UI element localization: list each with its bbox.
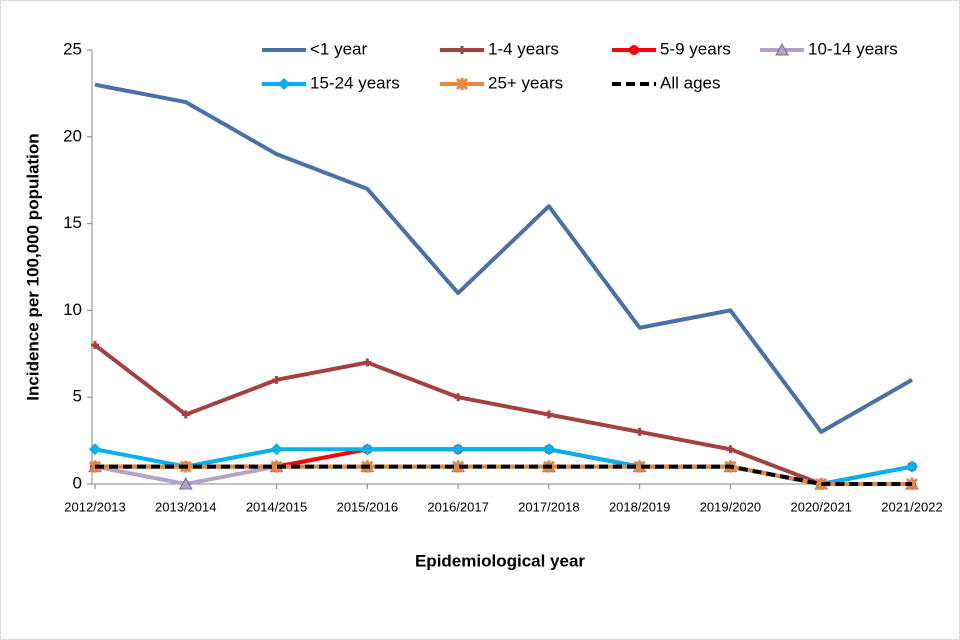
series bbox=[94, 82, 913, 434]
x-tick-label: 2019/2020 bbox=[700, 499, 761, 514]
x-tick-label: 2012/2013 bbox=[64, 499, 125, 514]
marker bbox=[270, 460, 283, 473]
marker bbox=[633, 460, 646, 473]
legend-item: All ages bbox=[612, 73, 720, 92]
legend-label: 10-14 years bbox=[808, 39, 898, 58]
legend-label: 15-24 years bbox=[310, 73, 400, 92]
marker bbox=[89, 443, 101, 456]
series-line bbox=[95, 464, 912, 486]
legend-item: 1-4 years bbox=[440, 39, 559, 58]
y-tick-label: 5 bbox=[73, 387, 82, 406]
marker bbox=[542, 443, 555, 456]
y-tick-label: 15 bbox=[63, 213, 82, 232]
x-tick-label: 2018/2019 bbox=[609, 499, 670, 514]
legend-item: <1 year bbox=[262, 39, 368, 58]
legend-label: 1-4 years bbox=[488, 39, 559, 58]
marker bbox=[278, 78, 290, 90]
marker bbox=[775, 42, 789, 56]
x-tick-label: 2015/2016 bbox=[337, 499, 398, 514]
marker bbox=[270, 443, 283, 456]
y-axis-title: Incidence per 100,000 population bbox=[23, 133, 42, 400]
marker bbox=[452, 460, 465, 473]
marker bbox=[455, 77, 469, 91]
legend-item: 10-14 years bbox=[760, 39, 898, 58]
x-tick-label: 2021/2022 bbox=[881, 499, 942, 514]
y-tick-label: 20 bbox=[63, 126, 82, 145]
y-tick-label: 25 bbox=[63, 39, 82, 58]
legend-item: 15-24 years bbox=[262, 73, 400, 92]
marker bbox=[363, 358, 372, 367]
marker bbox=[361, 443, 374, 456]
legend-label: <1 year bbox=[310, 39, 368, 58]
marker bbox=[272, 375, 281, 384]
x-tick-label: 2014/2015 bbox=[246, 499, 307, 514]
legend-item: 5-9 years bbox=[612, 39, 731, 58]
marker bbox=[458, 46, 466, 54]
marker bbox=[181, 410, 190, 419]
marker bbox=[906, 460, 918, 473]
x-tick-label: 2013/2014 bbox=[155, 499, 216, 514]
marker bbox=[452, 443, 465, 456]
y-tick-label: 10 bbox=[63, 300, 82, 319]
marker bbox=[544, 410, 553, 419]
marker bbox=[454, 393, 463, 402]
x-axis-title: Epidemiological year bbox=[415, 551, 585, 570]
legend-label: 5-9 years bbox=[660, 39, 731, 58]
marker bbox=[629, 45, 639, 55]
series-line bbox=[93, 343, 912, 486]
marker bbox=[726, 445, 735, 454]
marker bbox=[178, 476, 193, 490]
series-line bbox=[94, 82, 913, 434]
legend-label: All ages bbox=[660, 73, 720, 92]
series bbox=[95, 464, 912, 486]
y-tick-label: 0 bbox=[73, 473, 82, 492]
marker bbox=[91, 341, 99, 350]
x-tick-label: 2017/2018 bbox=[518, 499, 579, 514]
marker bbox=[815, 477, 828, 491]
x-tick-label: 2020/2021 bbox=[790, 499, 851, 514]
x-tick-label: 2016/2017 bbox=[427, 499, 488, 514]
legend-label: 25+ years bbox=[488, 73, 563, 92]
legend-item: 25+ years bbox=[440, 73, 563, 92]
marker bbox=[635, 427, 644, 436]
